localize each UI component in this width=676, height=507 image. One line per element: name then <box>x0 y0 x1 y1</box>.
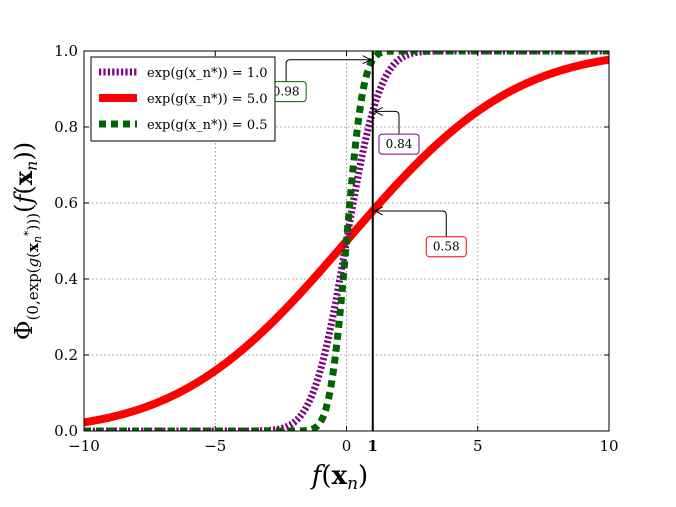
x-tick-label: 5 <box>473 437 483 455</box>
annotation-label: 0.58 <box>433 240 460 254</box>
annotation-0.84: 0.84 <box>375 111 420 155</box>
legend-label: exp(g(x_n*)) = 5.0 <box>147 92 268 107</box>
legend-label: exp(g(x_n*)) = 0.5 <box>147 118 268 133</box>
x-axis-label: f(xn) <box>310 461 368 494</box>
series-line-0.5 <box>84 51 609 431</box>
annotation-box <box>425 236 467 258</box>
y-axis-label: Φ(0,exp(g(xn*)))(f(xn)) <box>9 142 44 340</box>
x-tick-label: 10 <box>599 437 618 455</box>
x-tick-label: 1 <box>368 437 378 455</box>
svg-text:Φ(0,exp(g(xn*)))(f(xn)): Φ(0,exp(g(xn*)))(f(xn)) <box>9 142 44 340</box>
legend-label: exp(g(x_n*)) = 1.0 <box>147 66 268 81</box>
x-tick-label: −5 <box>204 437 226 455</box>
annotation-arrow <box>285 60 371 82</box>
x-tick-label: 0 <box>342 437 352 455</box>
y-tick-label: 0.4 <box>54 270 78 288</box>
annotation-0.98: 0.98 <box>265 60 371 103</box>
x-tick-label: −10 <box>68 437 100 455</box>
annotation-label: 0.98 <box>273 85 300 99</box>
annotation-arrow <box>375 111 400 135</box>
legend: exp(g(x_n*)) = 1.0 exp(g(x_n*)) = 5.0 exp(… <box>90 56 276 142</box>
y-tick-label: 0.2 <box>54 346 78 364</box>
y-tick-label: 1.0 <box>54 42 78 60</box>
annotation-0.58: 0.58 <box>375 211 467 258</box>
annotations: 0.98 0.84 0.58 <box>265 60 467 258</box>
series-layer <box>84 51 609 431</box>
annotation-box <box>378 133 420 155</box>
annotation-label: 0.84 <box>386 137 413 151</box>
y-tick-label: 0.6 <box>54 194 78 212</box>
annotation-arrow <box>375 211 447 237</box>
axis-ticks: −10 −5 0 5 10 1 0.0 0.2 0.4 0.6 0.8 1.0 <box>54 42 618 455</box>
y-tick-label: 0.8 <box>54 118 78 136</box>
y-tick-label: 0.0 <box>54 422 78 440</box>
svg-text:f(xn): f(xn) <box>310 461 368 494</box>
